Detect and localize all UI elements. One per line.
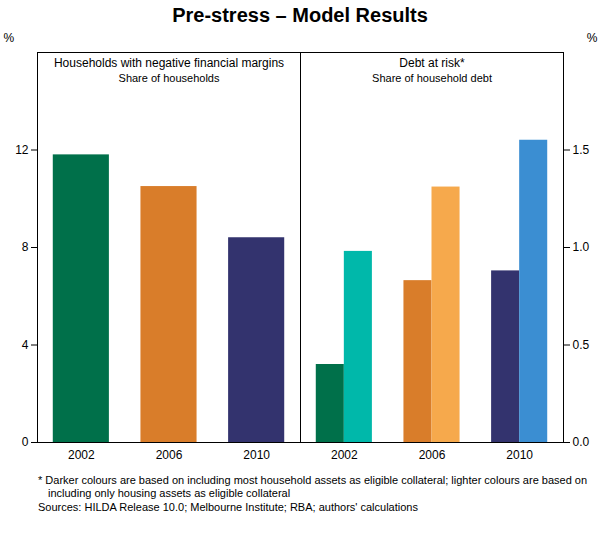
svg-text:%: % [4, 31, 15, 45]
html-text:Pre-stress – Model Results: Pre-stress – Model Results [172, 4, 428, 26]
svg-text:0: 0 [22, 435, 29, 449]
svg-text:12: 12 [15, 143, 29, 157]
svg-text:Households with negative finan: Households with negative financial margi… [54, 56, 284, 70]
svg-text:1.0: 1.0 [573, 240, 590, 254]
svg-text:4: 4 [22, 338, 29, 352]
svg-text:%: % [587, 31, 598, 45]
svg-text:0.0: 0.0 [573, 435, 590, 449]
html-text:* Darker colours are based on: * Darker colours are based on including … [38, 474, 588, 499]
svg-text:2002: 2002 [331, 448, 358, 462]
svg-text:0.5: 0.5 [573, 338, 590, 352]
svg-text:2010: 2010 [506, 448, 533, 462]
svg-text:2010: 2010 [243, 448, 270, 462]
svg-text:Share of household debt: Share of household debt [372, 72, 492, 84]
svg-text:Debt at risk*: Debt at risk* [399, 56, 465, 70]
svg-text:2002: 2002 [68, 448, 95, 462]
svg-text:Share of households: Share of households [119, 72, 220, 84]
svg-text:2006: 2006 [156, 448, 183, 462]
html-text:Sources: HILDA Release 10.0; M: Sources: HILDA Release 10.0; Melbourne I… [38, 501, 418, 513]
svg-text:1.5: 1.5 [573, 143, 590, 157]
svg-text:8: 8 [22, 240, 29, 254]
svg-text:2006: 2006 [419, 448, 446, 462]
